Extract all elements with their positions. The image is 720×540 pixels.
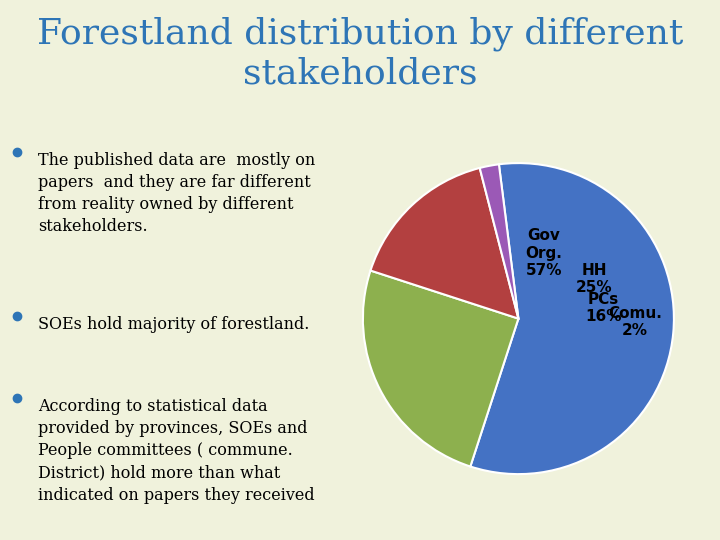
Text: Gov
Org.
57%: Gov Org. 57% — [526, 228, 562, 278]
Wedge shape — [480, 164, 518, 319]
Wedge shape — [371, 168, 518, 319]
Text: Comu.
2%: Comu. 2% — [608, 306, 662, 339]
Text: PCs
16%: PCs 16% — [585, 292, 621, 324]
Text: HH
25%: HH 25% — [576, 262, 613, 295]
Wedge shape — [363, 271, 518, 467]
Wedge shape — [470, 163, 674, 474]
Text: SOEs hold majority of forestland.: SOEs hold majority of forestland. — [37, 316, 309, 333]
Text: According to statistical data
provided by provinces, SOEs and
People committees : According to statistical data provided b… — [37, 398, 315, 504]
Text: The published data are  mostly on
papers  and they are far different
from realit: The published data are mostly on papers … — [37, 152, 315, 235]
Text: Forestland distribution by different
stakeholders: Forestland distribution by different sta… — [37, 17, 683, 90]
